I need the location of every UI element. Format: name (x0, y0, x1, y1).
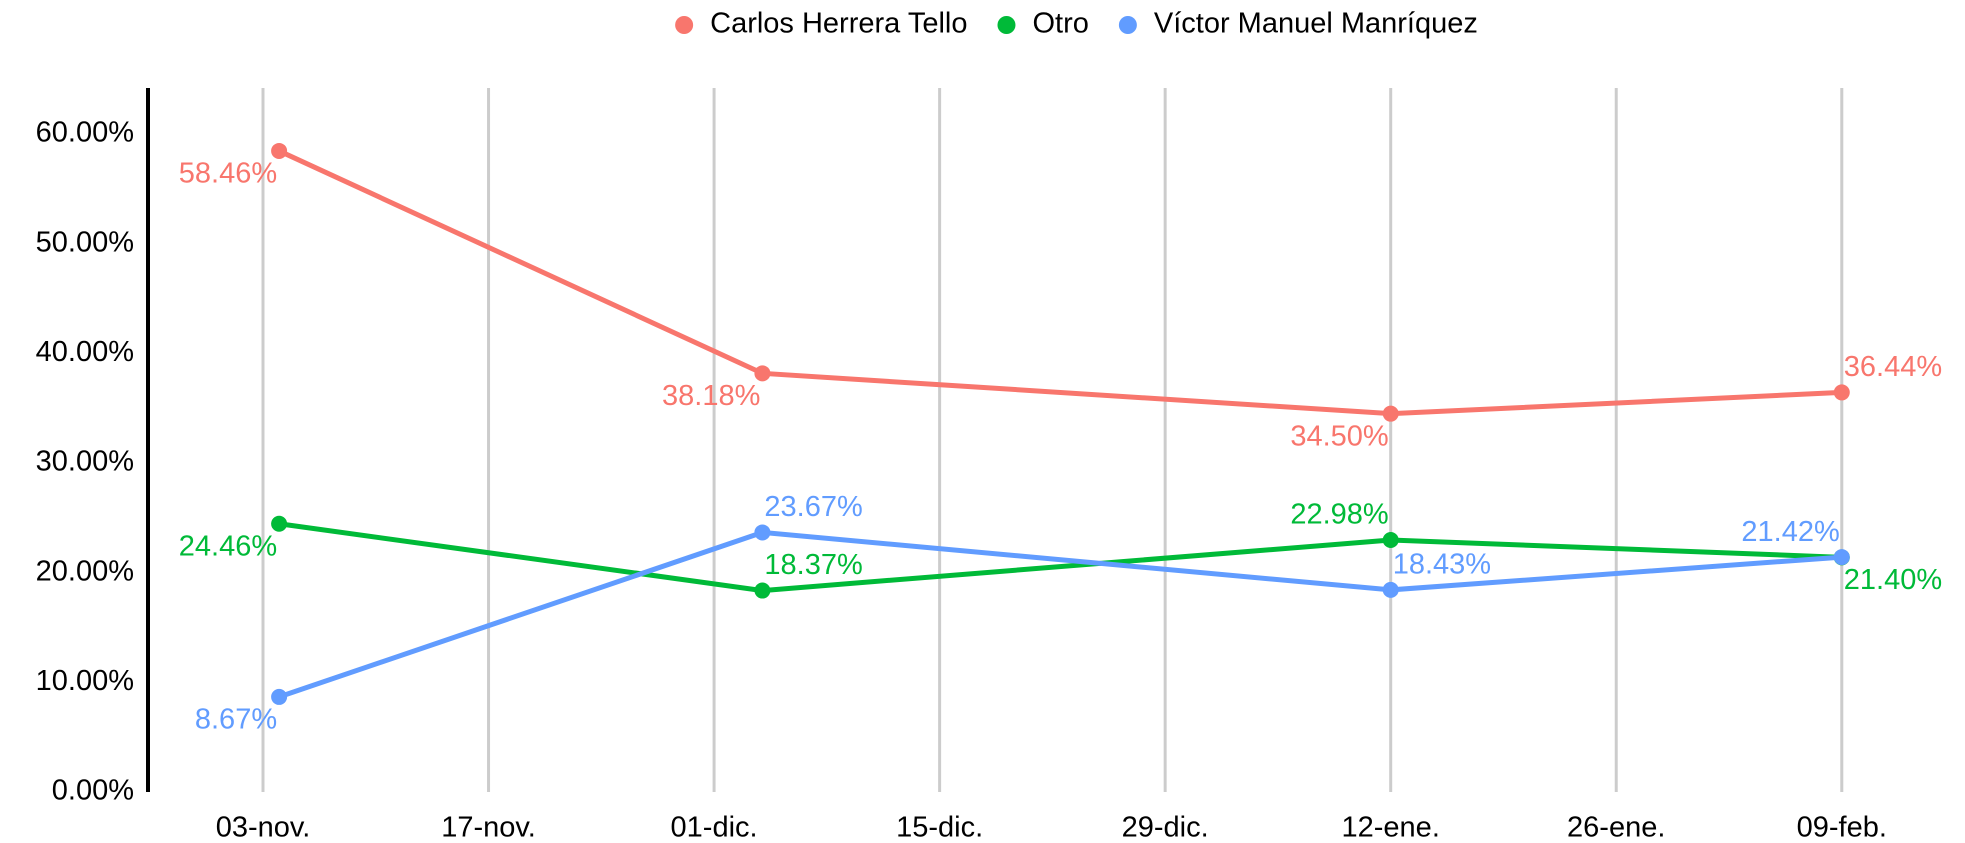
point (271, 142, 288, 159)
x-tick-label: 01-dic. (671, 812, 758, 843)
data-label: 34.50% (1290, 420, 1388, 452)
x-tick-label: 26-ene. (1567, 812, 1665, 843)
y-tick-label: 0.00% (52, 775, 134, 807)
y-tick-label: 50.00% (36, 226, 134, 258)
data-label: 36.44% (1844, 351, 1942, 383)
legend-item: Carlos Herrera Tello (675, 8, 967, 40)
y-tick-label: 30.00% (36, 446, 134, 478)
point (754, 365, 771, 382)
point (754, 524, 771, 541)
point (1833, 384, 1850, 401)
legend-marker (1118, 16, 1137, 34)
legend-label: Otro (1032, 8, 1088, 40)
point (271, 515, 288, 532)
x-tick-label: 09-feb. (1797, 812, 1887, 843)
data-label: 18.37% (764, 549, 862, 581)
x-tick-label: 17-nov. (441, 812, 536, 843)
data-label: 23.67% (764, 491, 862, 523)
legend-marker (675, 16, 694, 34)
line (278, 148, 1842, 417)
point (1833, 549, 1850, 566)
x-tick-label: 03-nov. (216, 812, 311, 843)
point (271, 688, 288, 705)
data-label: 22.98% (1290, 499, 1388, 531)
legend-label: Carlos Herrera Tello (710, 8, 967, 40)
data-label: 21.42% (1741, 516, 1839, 548)
legend: Carlos Herrera Tello Otro Víctor Manuel Ma… (675, 8, 1478, 40)
legend-item: Víctor Manuel Manríquez (1118, 8, 1478, 40)
y-tick-label: 60.00% (36, 117, 134, 149)
data-label: 38.18% (662, 380, 760, 412)
data-label: 8.67% (195, 704, 277, 736)
x-tick-label: 12-ene. (1342, 812, 1440, 843)
data-label: 18.43% (1393, 549, 1491, 581)
x-tick-label: 29-dic. (1122, 812, 1209, 843)
legend-marker (997, 16, 1016, 34)
point (1382, 532, 1399, 549)
line (278, 529, 1842, 700)
legend-item: Otro (997, 8, 1089, 40)
data-label: 21.40% (1844, 564, 1942, 596)
point (1382, 581, 1399, 598)
y-tick-label: 10.00% (36, 665, 134, 697)
point (754, 582, 771, 599)
data-label: 58.46% (179, 158, 277, 190)
data-label: 24.46% (179, 530, 277, 562)
y-tick-label: 20.00% (36, 555, 134, 587)
y-tick-label: 40.00% (36, 336, 134, 368)
point (1382, 405, 1399, 422)
line (278, 521, 1842, 594)
x-tick-label: 15-dic. (896, 812, 983, 843)
legend-label: Víctor Manuel Manríquez (1154, 8, 1478, 40)
